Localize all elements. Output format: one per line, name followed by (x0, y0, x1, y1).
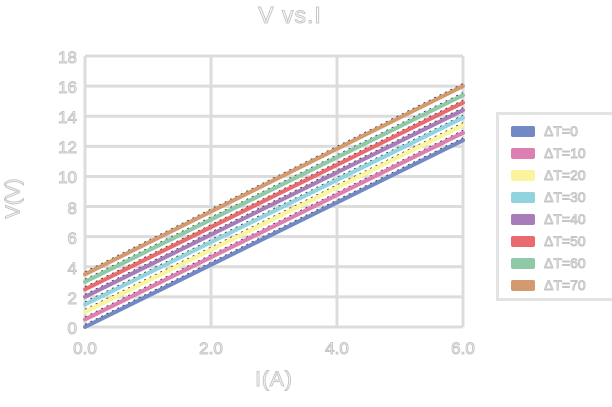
x-tick-label: 6.0 (451, 339, 476, 358)
series-line (83, 138, 465, 329)
trend-line (84, 92, 464, 280)
series-line (83, 84, 465, 277)
plot-svg (83, 54, 465, 329)
y-tick-label: 16 (58, 78, 78, 98)
trend-line (84, 114, 464, 303)
series-line (83, 123, 465, 314)
y-tick-label: 6 (67, 228, 77, 248)
y-tick-label: 8 (67, 198, 77, 218)
trend-line (84, 122, 464, 310)
legend-swatch (511, 191, 535, 203)
plot-area (83, 54, 465, 329)
x-axis-label: I(A) (255, 368, 293, 392)
legend-label: ΔT=70 (544, 277, 587, 294)
series-line (83, 130, 465, 322)
x-tick-label: 4.0 (325, 339, 350, 358)
legend-item: ΔT=40 (511, 208, 612, 230)
legend-label: ΔT=50 (544, 233, 587, 250)
trend-line (84, 107, 464, 295)
legend: ΔT=0 ΔT=10 ΔT=20 ΔT=30 ΔT=40 ΔT=50 ΔT=60 ΔT=70 (496, 112, 612, 301)
legend-swatch (511, 235, 535, 247)
y-tick-label: 10 (58, 168, 78, 188)
legend-item: ΔT=70 (511, 274, 612, 296)
series-line (83, 93, 465, 284)
chart-title: V vs.I (258, 2, 322, 29)
legend-label: ΔT=60 (544, 255, 587, 272)
legend-label: ΔT=30 (544, 189, 587, 206)
legend-item: ΔT=30 (511, 186, 612, 208)
series-line (83, 115, 465, 307)
legend-item: ΔT=60 (511, 252, 612, 274)
legend-swatch (511, 147, 535, 159)
y-tick-label: 18 (58, 48, 78, 67)
legend-label: ΔT=0 (544, 123, 579, 140)
trend-line (84, 137, 464, 325)
x-tick-label: 2.0 (199, 339, 224, 358)
series-line (83, 108, 465, 299)
y-tick-label: 14 (58, 108, 78, 128)
legend-swatch (511, 169, 535, 181)
trend-line (84, 99, 464, 288)
y-tick-label: 2 (67, 288, 77, 308)
y-tick-label: 0 (67, 319, 77, 338)
trend-line (84, 129, 464, 318)
y-tick-label: 4 (67, 258, 77, 278)
trend-line (84, 83, 464, 273)
legend-swatch (511, 279, 535, 291)
series-line (83, 100, 465, 292)
legend-item: ΔT=50 (511, 230, 612, 252)
legend-label: ΔT=10 (544, 145, 587, 162)
legend-item: ΔT=20 (511, 164, 612, 186)
legend-swatch (511, 257, 535, 269)
legend-label: ΔT=20 (544, 167, 587, 184)
legend-item: ΔT=0 (511, 120, 612, 142)
y-axis-label: V(V) (2, 178, 25, 219)
legend-item: ΔT=10 (511, 142, 612, 164)
legend-swatch (511, 125, 535, 137)
legend-label: ΔT=40 (544, 211, 587, 228)
x-tick-label: 0.0 (73, 339, 98, 358)
legend-swatch (511, 213, 535, 225)
y-tick-label: 12 (58, 138, 78, 158)
